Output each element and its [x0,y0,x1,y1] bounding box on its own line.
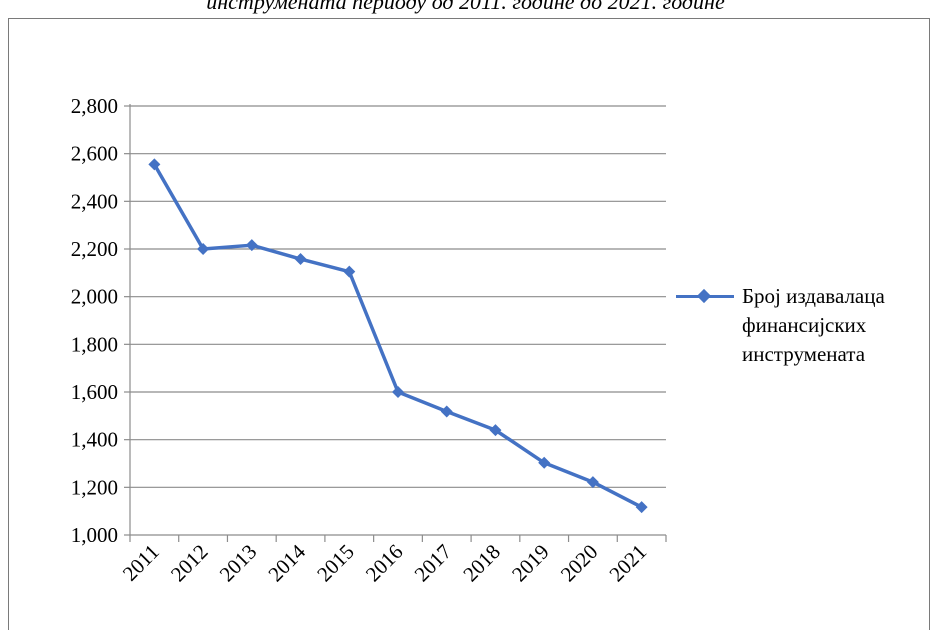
x-tick-label: 2017 [410,540,457,587]
legend-label-line-3: инструмената [742,342,866,366]
axes [124,104,667,542]
y-tick-label: 2,600 [71,142,118,166]
y-tick-label: 1,200 [71,475,118,499]
x-tick-label: 2020 [556,540,603,587]
data-point-marker [635,501,648,514]
y-tick-label: 1,400 [71,428,118,452]
y-tick-label: 2,200 [71,237,118,261]
data-point-marker [489,424,502,437]
y-tick-label: 1,800 [71,332,118,356]
x-tick-label: 2021 [605,540,652,587]
chart-frame [8,18,930,630]
data-point-marker [245,239,258,252]
legend-marker-icon [696,288,712,304]
x-tick-label: 2016 [361,540,408,587]
x-tick-label: 2019 [507,540,554,587]
legend-label-line-1: Број издавалаца [742,284,885,308]
legend: Број издавалаца финансијских инструменат… [676,282,912,369]
legend-label-line-2: финансијских [742,313,867,337]
legend-swatch [676,282,734,310]
x-tick-label: 2015 [312,540,359,587]
y-tick-label: 1,600 [71,380,118,404]
y-tick-label: 2,800 [71,94,118,118]
x-tick-label: 2012 [166,540,213,587]
series-layer [148,158,648,514]
y-tick-label: 2,400 [71,189,118,213]
y-tick-labels: 1,000 1,200 1,400 1,600 1,800 2,000 2,200 2,400… [71,94,118,547]
y-tick-label: 2,000 [71,285,118,309]
series-line [152,163,643,509]
gridlines [130,105,666,488]
data-point-marker [440,405,453,418]
data-point-marker [538,456,551,469]
x-tick-label: 2014 [263,539,310,586]
data-point-marker [392,386,404,398]
x-tick-label: 2011 [118,540,164,586]
chart-caption: инструмената периоду од 2011. године до … [206,0,725,14]
x-tick-label: 2018 [458,540,505,587]
y-tick-label: 1,000 [71,523,118,547]
data-point-marker [197,243,210,255]
x-tick-label: 2013 [215,540,262,587]
data-point-marker [586,476,599,489]
data-point-marker [148,158,161,171]
legend-label: Број издавалаца финансијских инструменат… [742,282,912,369]
data-point-marker [343,265,356,278]
data-point-marker [294,253,307,266]
x-tick-labels: 2011 2012 2013 2014 2015 2016 2017 2018 2019 2020… [118,539,651,586]
